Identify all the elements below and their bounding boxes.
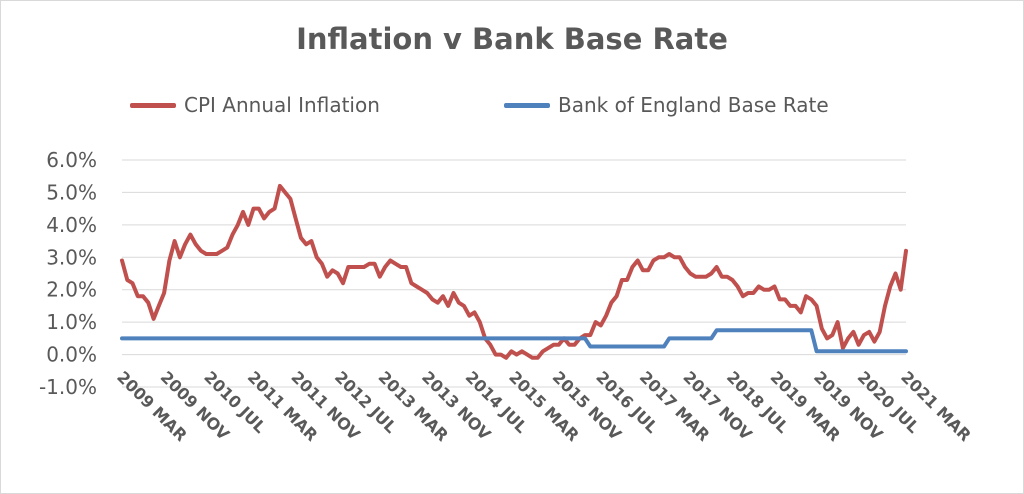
y-tick-label: 4.0%	[46, 213, 97, 237]
y-tick-label: 2.0%	[46, 278, 97, 302]
legend-item-base-rate: Bank of England Base Rate	[504, 90, 829, 120]
y-tick-label: 5.0%	[46, 180, 97, 204]
series-line-base-rate	[120, 328, 908, 354]
legend-swatch-base-rate	[504, 102, 550, 108]
legend-label-base-rate: Bank of England Base Rate	[558, 93, 829, 117]
legend-label-cpi: CPI Annual Inflation	[184, 93, 380, 117]
y-tick-label: 6.0%	[46, 148, 97, 172]
chart-title: Inflation v Bank Base Rate	[296, 22, 728, 56]
legend-item-cpi: CPI Annual Inflation	[130, 90, 380, 120]
y-tick-label: 3.0%	[46, 245, 97, 269]
series-line-cpi	[120, 183, 908, 360]
legend-swatch-cpi	[130, 102, 176, 108]
y-tick-label: -1.0%	[39, 375, 97, 399]
y-tick-label: 1.0%	[46, 310, 97, 334]
y-tick-label: 0.0%	[46, 343, 97, 367]
